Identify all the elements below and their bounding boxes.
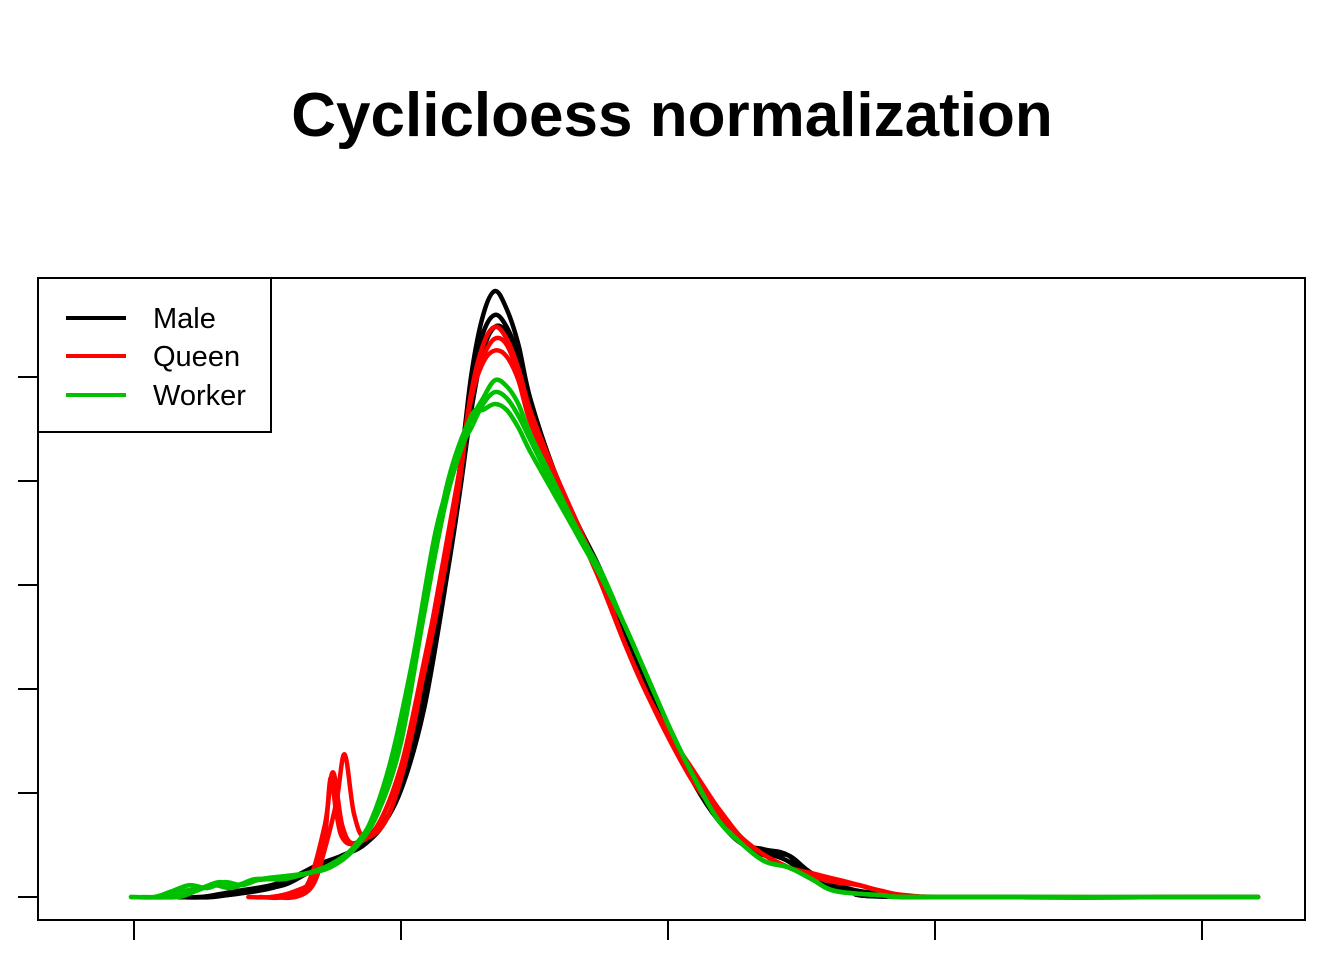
- plot-frame: [37, 277, 1306, 921]
- chart-title: Cyclicloess normalization: [291, 81, 1053, 150]
- series-line-queen-4: [257, 335, 1261, 901]
- legend-label-male: Male: [153, 303, 216, 335]
- y-axis: [18, 376, 38, 898]
- legend: Male Queen Worker: [37, 277, 272, 433]
- series-line-worker-6: [128, 377, 1261, 900]
- series-layer: [128, 288, 1261, 901]
- x-axis: [133, 920, 1203, 940]
- legend-label-queen: Queen: [153, 341, 240, 373]
- series-line-queen-5: [269, 348, 1261, 901]
- series-line-worker-8: [140, 401, 1261, 900]
- legend-label-worker: Worker: [153, 380, 246, 412]
- series-line-queen-3: [246, 324, 1261, 900]
- series-line-worker-7: [128, 389, 1261, 900]
